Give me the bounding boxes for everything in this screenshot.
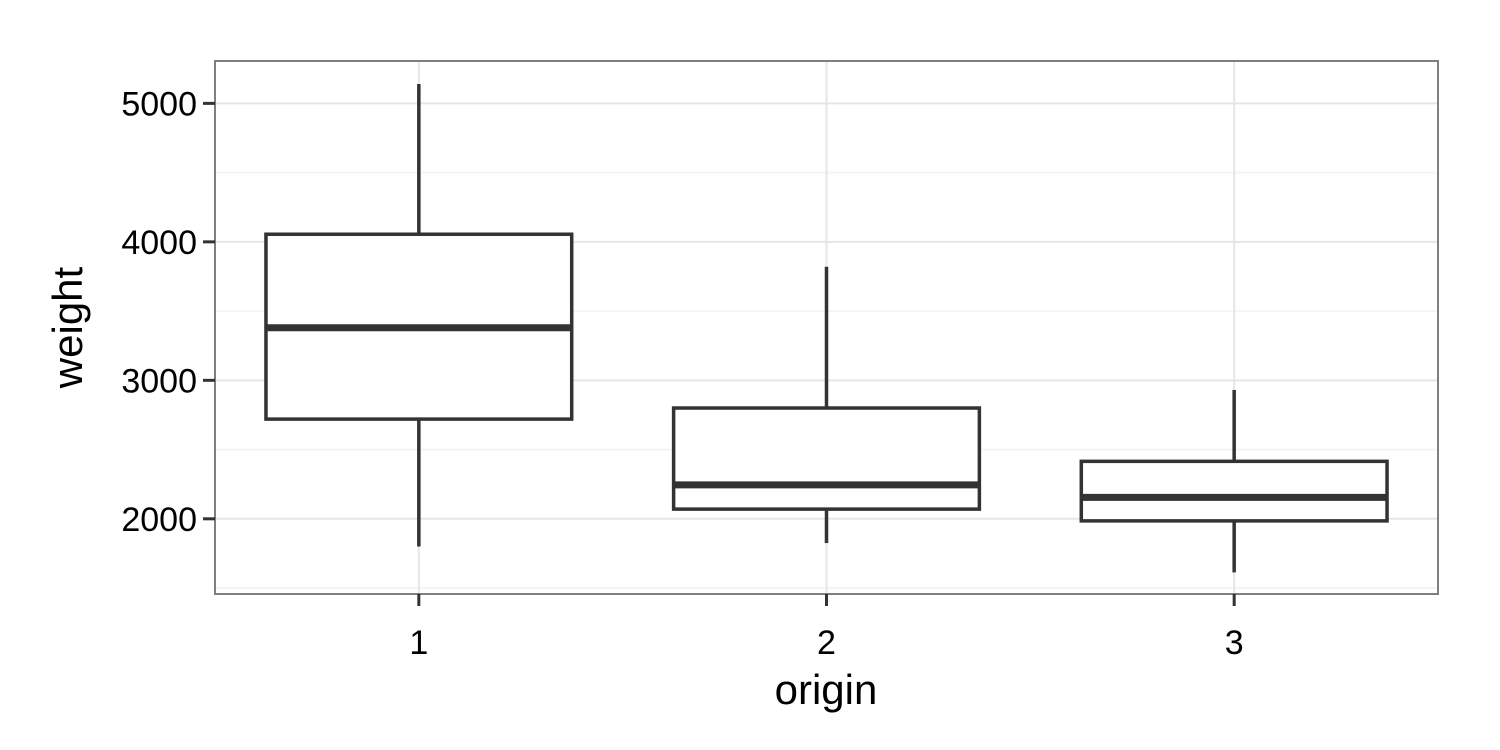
boxes: [264, 83, 1389, 573]
y-tick-label: 2000: [121, 501, 197, 539]
y-axis: 2000 3000 4000 5000: [121, 85, 215, 539]
x-axis-title: origin: [775, 666, 878, 713]
x-tick-label: 3: [1225, 624, 1244, 662]
y-axis-title: weight: [44, 266, 91, 389]
y-tick-label: 5000: [121, 85, 197, 123]
x-tick-label: 1: [409, 624, 428, 662]
x-tick-label: 2: [817, 624, 836, 662]
interquartile-box: [671, 406, 982, 511]
y-tick-label: 4000: [121, 224, 197, 262]
x-axis: 1 2 3: [409, 594, 1244, 662]
box-2: [671, 266, 982, 544]
box-1: [264, 83, 574, 547]
box-3: [1079, 390, 1389, 573]
interquartile-box: [1079, 459, 1389, 523]
y-tick-label: 3000: [121, 362, 197, 400]
